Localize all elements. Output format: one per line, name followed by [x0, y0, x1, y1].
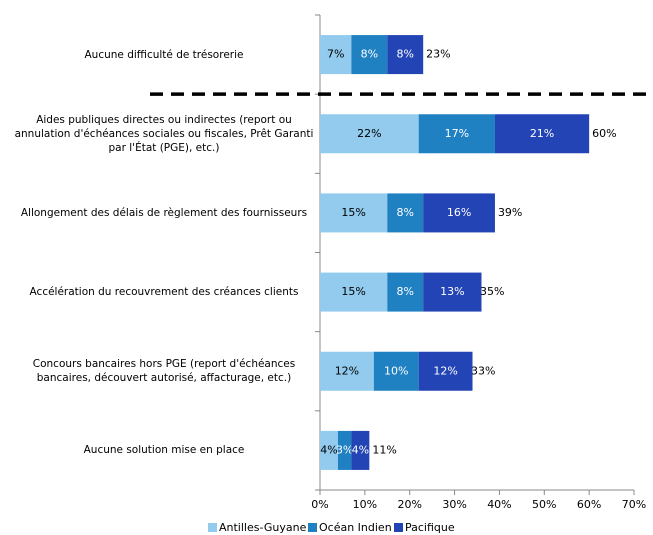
bar-segment	[373, 351, 419, 391]
x-tick-label: 0%	[311, 498, 328, 511]
total-label: 33%	[471, 364, 495, 377]
bar-segment	[320, 193, 388, 233]
data-label: 3%	[336, 443, 353, 456]
x-tick-label: 20%	[397, 498, 421, 511]
data-label: 22%	[357, 127, 381, 140]
data-label: 21%	[530, 127, 554, 140]
x-tick-label: 70%	[622, 498, 646, 511]
data-label: 10%	[384, 364, 408, 377]
bar-segment	[387, 35, 424, 75]
legend-swatch	[308, 523, 317, 532]
data-label: 4%	[320, 443, 337, 456]
data-label: 12%	[433, 364, 457, 377]
total-label: 60%	[592, 127, 616, 140]
legend-swatch	[394, 523, 403, 532]
data-label: 15%	[341, 285, 365, 298]
data-label: 4%	[352, 443, 369, 456]
data-label: 16%	[447, 206, 471, 219]
data-label: 12%	[335, 364, 359, 377]
category-label: Allongement des délais de règlement des …	[20, 206, 308, 219]
category-label: Accélération du recouvrement des créance…	[29, 286, 299, 299]
data-label: 8%	[361, 48, 378, 61]
bar-segment	[387, 272, 424, 312]
total-label: 11%	[372, 443, 396, 456]
legend-label: Pacifique	[405, 521, 455, 534]
x-tick-label: 60%	[577, 498, 601, 511]
total-label: 35%	[480, 285, 504, 298]
data-label: 7%	[327, 48, 344, 61]
data-label: 8%	[397, 48, 414, 61]
legend-label: Océan Indien	[319, 521, 392, 534]
bar-segment	[337, 430, 352, 470]
total-label: 39%	[498, 206, 522, 219]
bar-segment	[320, 114, 419, 154]
category-label: Concours bancaires hors PGE (report d'éc…	[32, 358, 296, 385]
data-label: 8%	[397, 206, 414, 219]
bar-segment	[494, 114, 590, 154]
bar-segment	[351, 430, 370, 470]
bar-segment	[320, 351, 374, 391]
bar-segment	[423, 272, 482, 312]
legend-swatch	[208, 523, 217, 532]
data-label: 8%	[397, 285, 414, 298]
x-tick-label: 10%	[353, 498, 377, 511]
data-label: 15%	[341, 206, 365, 219]
legend-label: Antilles-Guyane	[219, 521, 307, 534]
category-label: Aucune difficulté de trésorerie	[84, 48, 244, 61]
bar-segment	[351, 35, 388, 75]
data-label: 17%	[445, 127, 469, 140]
bar-segment	[423, 193, 495, 233]
bar-segment	[320, 272, 388, 312]
bar-segment	[320, 430, 338, 470]
x-tick-label: 30%	[442, 498, 466, 511]
total-label: 23%	[426, 48, 450, 61]
bar-segment	[418, 351, 473, 391]
data-label: 13%	[440, 285, 464, 298]
x-tick-label: 50%	[532, 498, 556, 511]
category-label: Aucune solution mise en place	[83, 444, 245, 457]
x-tick-label: 40%	[487, 498, 511, 511]
bar-segment	[387, 193, 424, 233]
bar-segment	[320, 35, 352, 75]
bar-segment	[418, 114, 495, 154]
category-label: Aides publiques directes ou indirectes (…	[14, 113, 314, 154]
